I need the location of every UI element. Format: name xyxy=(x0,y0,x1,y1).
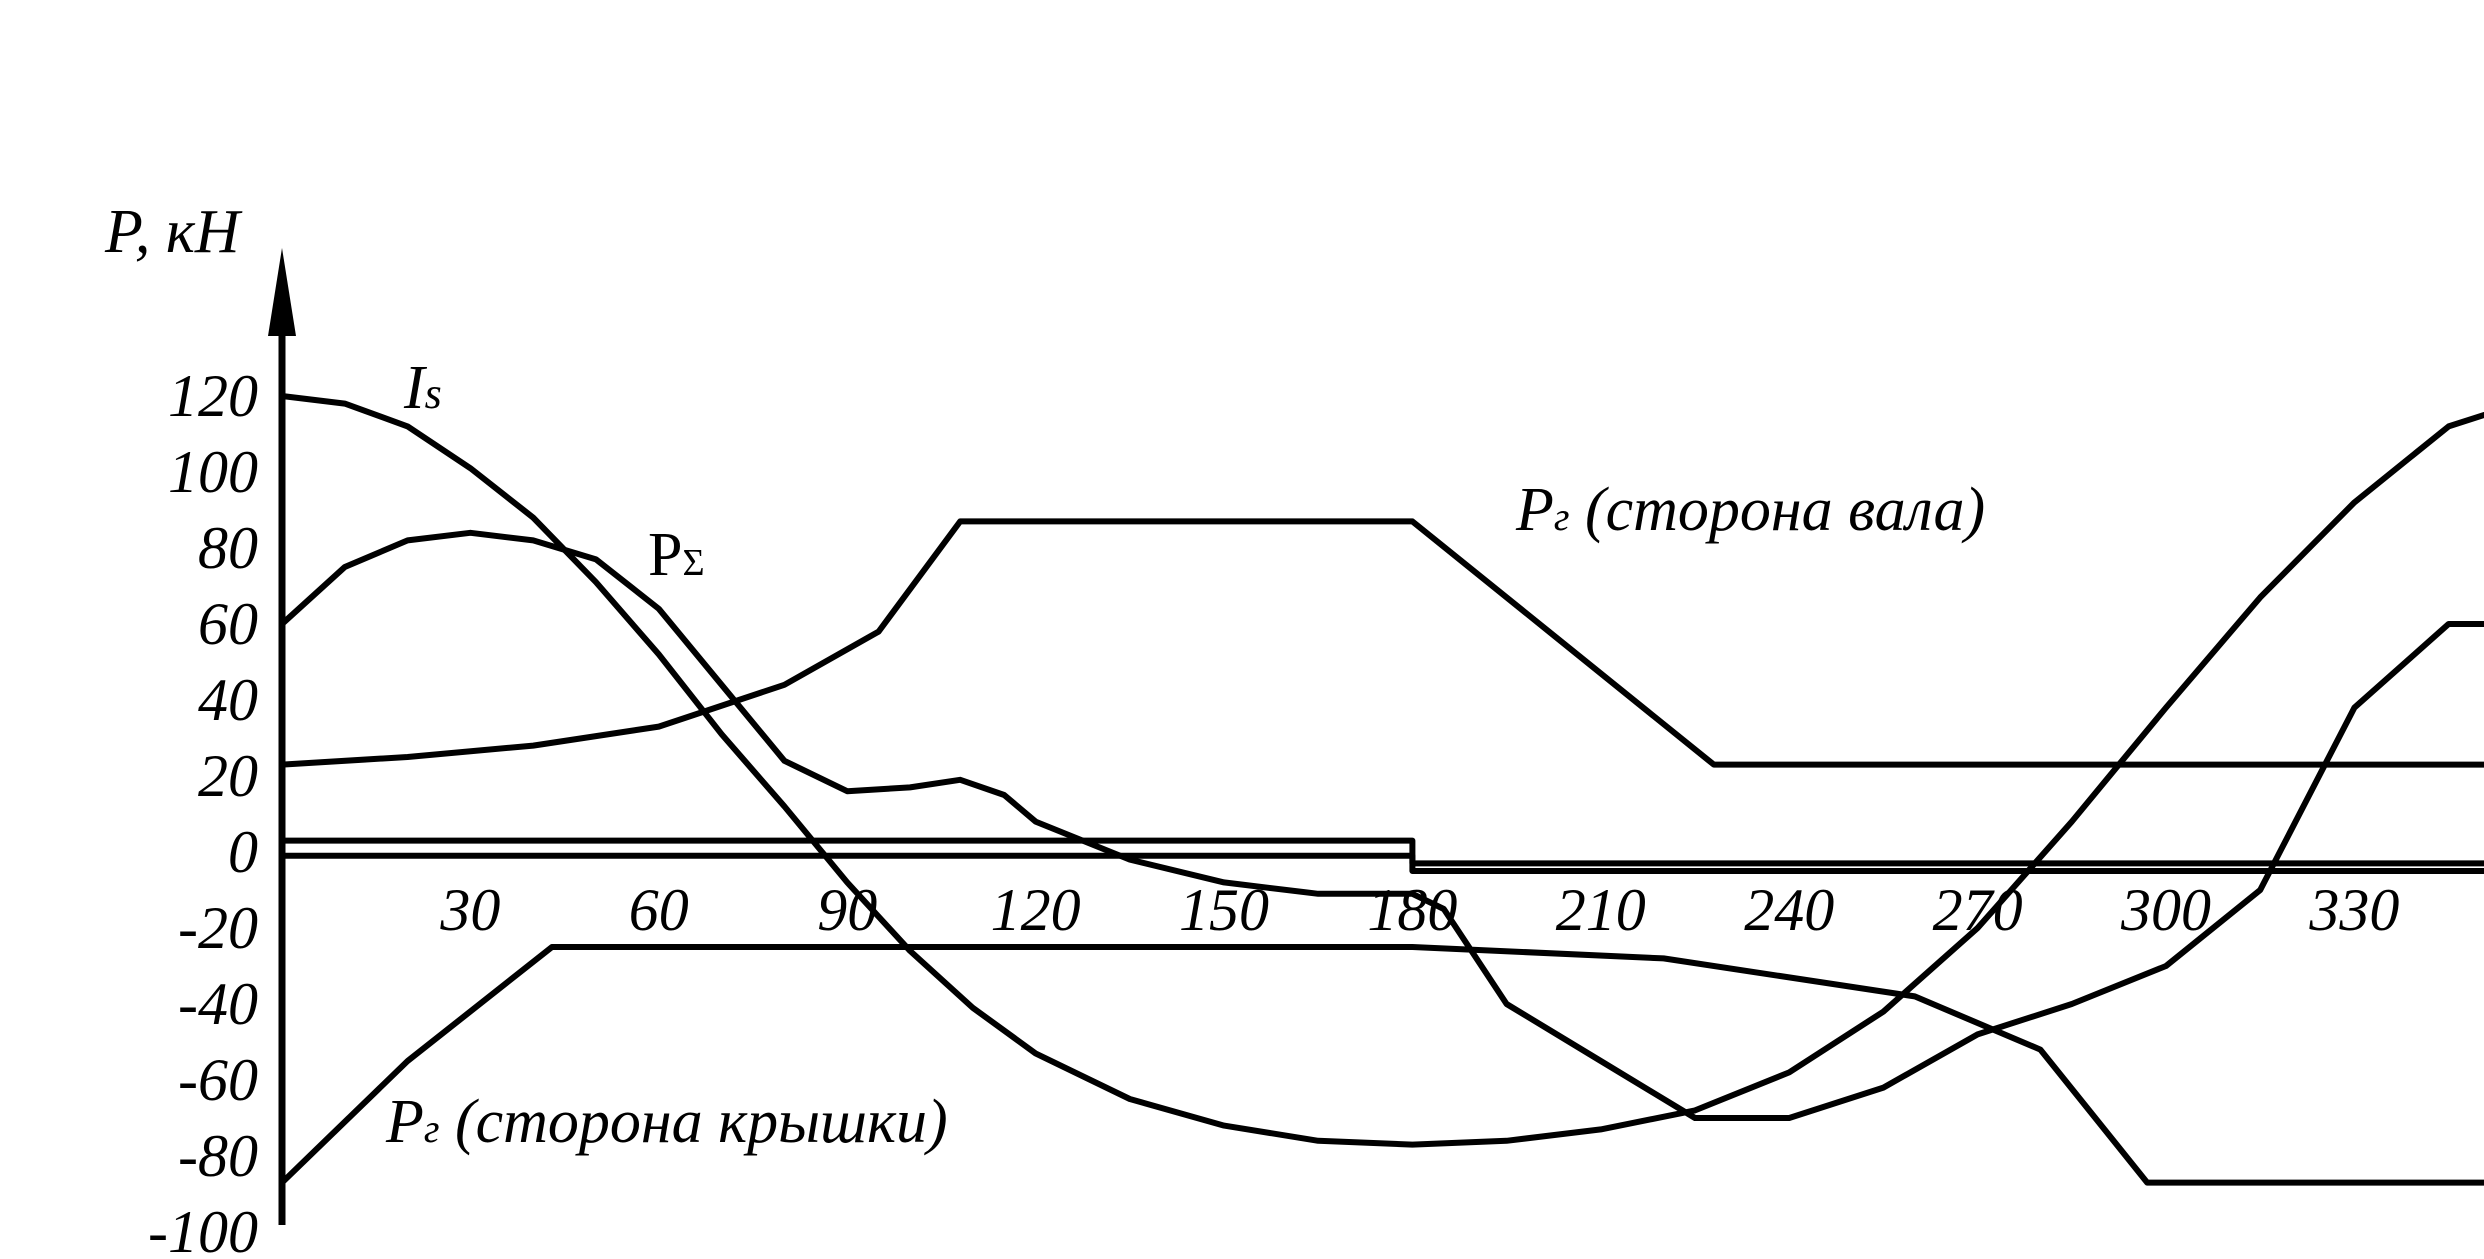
series-label-is: Is xyxy=(403,354,442,422)
y-tick-labels: 120 100 80 60 40 20 0 -20 -40 -60 -80 -100 xyxy=(148,363,258,1259)
x-tick-label: 120 xyxy=(991,877,1081,943)
series-label-pg-shaft-sub: г xyxy=(1554,494,1570,539)
series-line-is xyxy=(279,393,2484,1148)
x-tick-label: 240 xyxy=(1744,877,1834,943)
series-layer xyxy=(279,393,2484,1186)
y-tick-label: 60 xyxy=(198,591,258,657)
x-tick-labels: 30 60 90 120 150 180 210 240 270 300 330 xyxy=(439,877,2399,943)
y-tick-label: 100 xyxy=(168,439,258,505)
series-label-psum: PΣ xyxy=(648,521,705,589)
x-tick-label: 210 xyxy=(1556,877,1646,943)
y-tick-label: 80 xyxy=(198,515,258,581)
series-label-pg-cover-main: P xyxy=(385,1088,424,1156)
series-label-pg-cover-rest: (сторона крышки) xyxy=(439,1088,947,1156)
series-label-is-sub: s xyxy=(425,369,442,418)
y-tick-label: 120 xyxy=(168,363,258,429)
series-line-ref_upper xyxy=(279,837,2484,867)
y-tick-label: -40 xyxy=(178,971,258,1037)
series-line-ref_lower xyxy=(279,852,2484,874)
x-tick-label: 330 xyxy=(2308,877,2399,943)
y-tick-label: -80 xyxy=(178,1123,258,1189)
x-tick-label: 180 xyxy=(1367,877,1457,943)
y-tick-label: 20 xyxy=(198,743,258,809)
series-line-pg_shaft xyxy=(279,518,2484,768)
y-tick-label: 40 xyxy=(198,667,258,733)
series-label-pg-shaft: Pг (сторона вала) xyxy=(1515,476,1985,544)
series-line-pg_cover xyxy=(279,944,2484,1186)
x-tick-label: 270 xyxy=(1933,877,2023,943)
y-tick-label: -100 xyxy=(148,1199,258,1259)
x-tick-label: 30 xyxy=(439,877,500,943)
x-tick-label: 300 xyxy=(2120,877,2211,943)
series-label-pg-cover: Pг (сторона крышки) xyxy=(385,1088,948,1156)
y-tick-label: -60 xyxy=(178,1047,258,1113)
series-label-pg-cover-sub: г xyxy=(424,1106,440,1151)
series-line-psum xyxy=(279,529,2484,1121)
y-tick-label: -20 xyxy=(178,895,258,961)
y-tick-label: 0 xyxy=(228,819,258,885)
series-label-pg-shaft-rest: (сторона вала) xyxy=(1569,476,1985,544)
series-label-pg-shaft-main: P xyxy=(1515,476,1554,544)
x-tick-label: 150 xyxy=(1179,877,1269,943)
y-axis-arrow-icon xyxy=(268,248,296,336)
x-tick-label: 60 xyxy=(629,877,689,943)
x-tick-label: 90 xyxy=(817,877,877,943)
series-label-psum-main: P xyxy=(648,521,682,589)
series-label-is-main: I xyxy=(403,354,428,422)
series-label-psum-sub: Σ xyxy=(682,542,704,584)
y-axis-label: P, кН xyxy=(104,198,243,266)
